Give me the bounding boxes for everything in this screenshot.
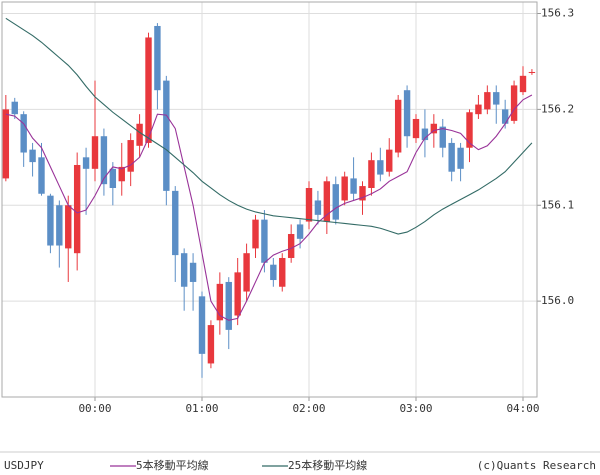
candle-body	[377, 160, 384, 175]
candle-body	[207, 325, 215, 364]
y-tick-label: 156.0	[541, 294, 574, 307]
candle-body	[172, 190, 179, 256]
moving-average-line	[5, 94, 533, 321]
candle-body	[2, 109, 10, 179]
x-tick-label: 04:00	[506, 402, 539, 415]
legend-label: 5本移動平均線	[136, 458, 209, 472]
candle-body	[118, 166, 125, 182]
candle-body	[484, 92, 491, 110]
candle-body	[421, 128, 429, 141]
candle-body	[216, 283, 224, 321]
candle-body	[279, 257, 286, 287]
candle-body	[127, 140, 134, 172]
candle-body	[528, 71, 536, 73]
candle-body	[475, 104, 482, 115]
candle-body	[56, 205, 63, 246]
candle-body	[225, 281, 232, 330]
candle-body	[100, 136, 108, 185]
candle-body	[261, 219, 268, 263]
candle-body	[394, 99, 402, 153]
candle-body	[11, 101, 18, 115]
candle-body	[136, 123, 143, 146]
candle-body	[368, 160, 375, 188]
y-tick-label: 156.3	[541, 7, 574, 20]
candle-body	[243, 253, 250, 292]
candle-body	[439, 126, 446, 148]
candle-body	[109, 168, 117, 188]
candle-body	[287, 234, 295, 258]
candle-body	[29, 149, 36, 163]
candle-body	[323, 181, 331, 222]
candle-body	[386, 149, 393, 172]
candle-body	[510, 85, 518, 121]
candle-body	[82, 157, 90, 169]
candle-body	[430, 123, 438, 134]
x-tick-label: 01:00	[185, 402, 218, 415]
candle-body	[296, 224, 304, 239]
moving-average-line	[5, 17, 533, 235]
candle-body	[457, 147, 464, 169]
candle-body	[403, 90, 411, 137]
candle-body	[38, 157, 45, 194]
legend-label: 25本移動平均線	[288, 458, 367, 472]
candle-body	[412, 118, 420, 139]
candle-body	[350, 178, 357, 194]
candle-body	[189, 262, 197, 282]
credit: (c)Quants Research	[477, 459, 596, 472]
candle-body	[252, 219, 259, 249]
candle-body	[448, 142, 455, 172]
candle-body	[314, 200, 322, 215]
candle-body	[519, 75, 527, 93]
candle-body	[493, 92, 500, 105]
candle-body	[234, 272, 241, 316]
x-tick-label: 03:00	[399, 402, 432, 415]
candle-body	[501, 109, 509, 124]
candle-body	[163, 80, 170, 191]
candle-body	[145, 37, 152, 143]
plot-frame	[1, 1, 538, 398]
candle-body	[359, 186, 366, 201]
x-tick-label: 00:00	[78, 402, 111, 415]
candle-body	[73, 164, 81, 254]
candle-body	[65, 205, 72, 249]
candle-body	[180, 253, 188, 287]
candle-body	[466, 112, 473, 148]
candle-body	[20, 114, 27, 153]
candle-body	[270, 264, 277, 281]
candle-body	[341, 176, 348, 201]
candle-body	[305, 187, 313, 222]
candle-body	[198, 296, 206, 354]
candle-body	[91, 136, 99, 169]
symbol: USDJPY	[4, 459, 44, 472]
x-tick-label: 02:00	[292, 402, 325, 415]
candle-body	[154, 25, 161, 91]
candle-body	[332, 184, 339, 220]
y-tick-label: 156.2	[541, 102, 574, 115]
candle-body	[47, 195, 54, 246]
y-tick-label: 156.1	[541, 198, 574, 211]
